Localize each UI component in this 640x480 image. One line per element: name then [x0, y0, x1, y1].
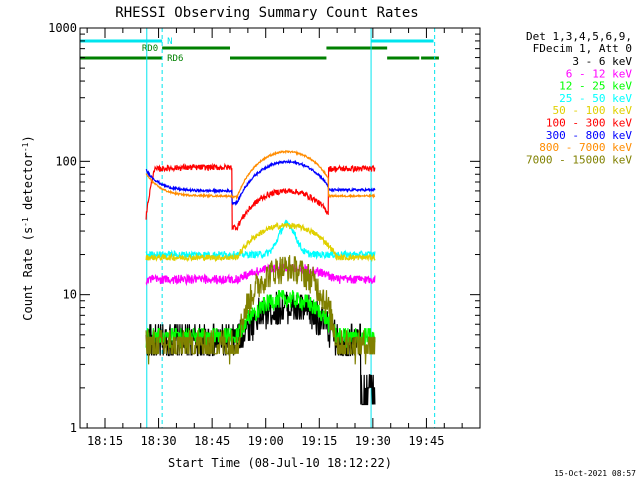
- legend-entry-5: 50 - 100 keV: [553, 104, 633, 117]
- x-axis-label: Start Time (08-Jul-10 18:12:22): [168, 456, 392, 470]
- status-bars: N RD0 RD6: [80, 28, 439, 428]
- x-tick-label-2: 18:45: [194, 434, 230, 448]
- x-tick-label-1: 18:30: [141, 434, 177, 448]
- x-tick-label-4: 19:15: [301, 434, 337, 448]
- y-tick-label-2: 100: [55, 154, 77, 168]
- series-group: [145, 149, 376, 406]
- timestamp: 15-Oct-2021 08:57: [554, 469, 636, 478]
- x-tick-label-6: 19:45: [408, 434, 444, 448]
- plot-frame: [79, 27, 481, 429]
- series-line-9: [145, 255, 376, 365]
- x-tick-label-0: 18:15: [87, 434, 123, 448]
- y-axis-label-end: ): [21, 135, 35, 142]
- x-tick-label-3: 19:00: [248, 434, 284, 448]
- series-line-8: [145, 149, 376, 201]
- legend-entry-3: 12 - 25 keV: [559, 80, 632, 93]
- night-bar-label: N: [167, 37, 172, 47]
- y-axis-label-main: Count Rate (s: [21, 227, 35, 321]
- series-line-2: [145, 262, 376, 287]
- y-axis-label-mid: detector: [21, 152, 35, 217]
- legend-entry-7: 300 - 800 keV: [546, 129, 632, 142]
- axes-group: 1 10 100 1000 18:15 18:30 18:45 19:00 19:15 19:30…: [48, 21, 481, 448]
- legend-entry-4: 25 - 50 keV: [559, 92, 632, 105]
- y-tick-label-1: 10: [63, 288, 77, 302]
- rd0-bar-label: RD0: [142, 44, 158, 54]
- x-tick-label-5: 19:30: [355, 434, 391, 448]
- y-axis-label: Count Rate (s-1 detector-1): [21, 135, 36, 320]
- y-tick-label-3: 1000: [48, 21, 77, 35]
- legend-entry-9: 7000 - 15000 keV: [526, 153, 632, 166]
- series-line-5: [145, 221, 376, 263]
- rd6-bar-label: RD6: [167, 54, 183, 64]
- chart-title: RHESSI Observing Summary Count Rates: [115, 5, 418, 21]
- legend-header-0: Det 1,3,4,5,6,9,: [526, 30, 632, 43]
- legend-entry-6: 100 - 300 keV: [546, 117, 632, 130]
- y-axis-label-sup2: -1: [21, 142, 30, 152]
- legend-entry-8: 800 - 7000 keV: [539, 141, 632, 154]
- legend-header-1: FDecim 1, Att 0: [533, 42, 632, 55]
- legend: Det 1,3,4,5,6,9,FDecim 1, Att 03 - 6 keV…: [526, 30, 632, 166]
- y-tick-label-0: 1: [70, 421, 77, 435]
- y-axis-label-sup1: -1: [21, 217, 30, 227]
- legend-entry-2: 6 - 12 keV: [566, 67, 633, 80]
- series-line-7: [145, 158, 376, 207]
- series-line-6: [145, 162, 376, 231]
- legend-entry-1: 3 - 6 keV: [572, 55, 632, 68]
